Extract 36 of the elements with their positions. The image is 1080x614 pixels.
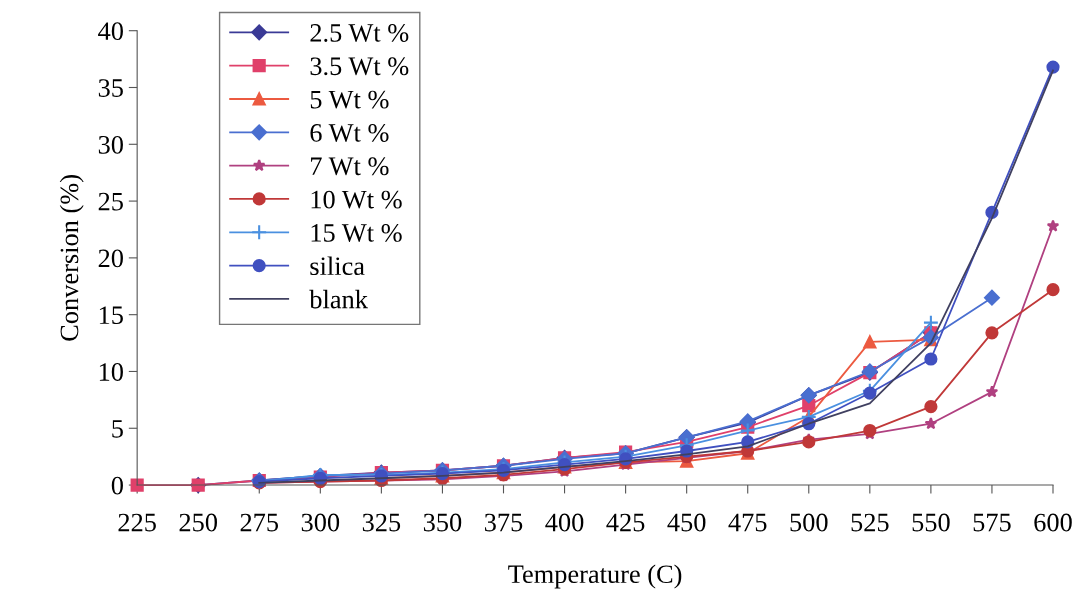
x-axis-title: Temperature (C) — [508, 564, 682, 589]
x-tick-label: 250 — [179, 513, 217, 532]
legend-label: 7 Wt % — [311, 157, 389, 176]
legend-label: 6 Wt % — [310, 123, 389, 142]
x-tick-label: 425 — [606, 513, 645, 532]
legend-label: 15 Wt % — [311, 223, 402, 242]
x-tick-label: 500 — [790, 513, 828, 532]
legend-label: 10 Wt % — [311, 190, 402, 209]
y-tick-label: 5 — [112, 420, 123, 438]
x-tick-label: 525 — [851, 513, 889, 532]
x-tick-label: 400 — [545, 513, 584, 532]
y-tick-label: 10 — [99, 363, 123, 381]
x-tick-label: 450 — [667, 513, 706, 532]
x-tick-label: 300 — [301, 513, 340, 532]
y-tick-label: 30 — [98, 135, 123, 154]
x-tick-label: 600 — [1034, 513, 1072, 532]
y-tick-label: 15 — [99, 306, 123, 325]
x-tick-label: 550 — [912, 513, 950, 532]
legend-label: 2.5 Wt % — [310, 24, 409, 42]
x-tick-label: 325 — [362, 513, 401, 532]
x-tick-label: 275 — [240, 513, 279, 532]
x-tick-label: 475 — [728, 513, 767, 532]
y-tick-label: 35 — [98, 79, 123, 97]
x-tick-label: 225 — [118, 513, 156, 532]
legend-label: silica — [310, 256, 365, 276]
legend-label: blank — [309, 289, 368, 309]
x-tick-label: 575 — [973, 513, 1011, 532]
y-tick-label: 20 — [98, 249, 123, 268]
legend-label: 5 Wt % — [310, 90, 389, 109]
y-tick-label: 25 — [98, 192, 123, 211]
y-tick-label: 0 — [111, 476, 123, 495]
legend-label: 3.5 Wt % — [310, 57, 409, 76]
y-tick-label: 40 — [98, 22, 123, 41]
y-axis-title: Conversion (%) — [59, 175, 84, 341]
x-tick-label: 375 — [484, 513, 523, 532]
x-tick-label: 350 — [423, 513, 462, 532]
